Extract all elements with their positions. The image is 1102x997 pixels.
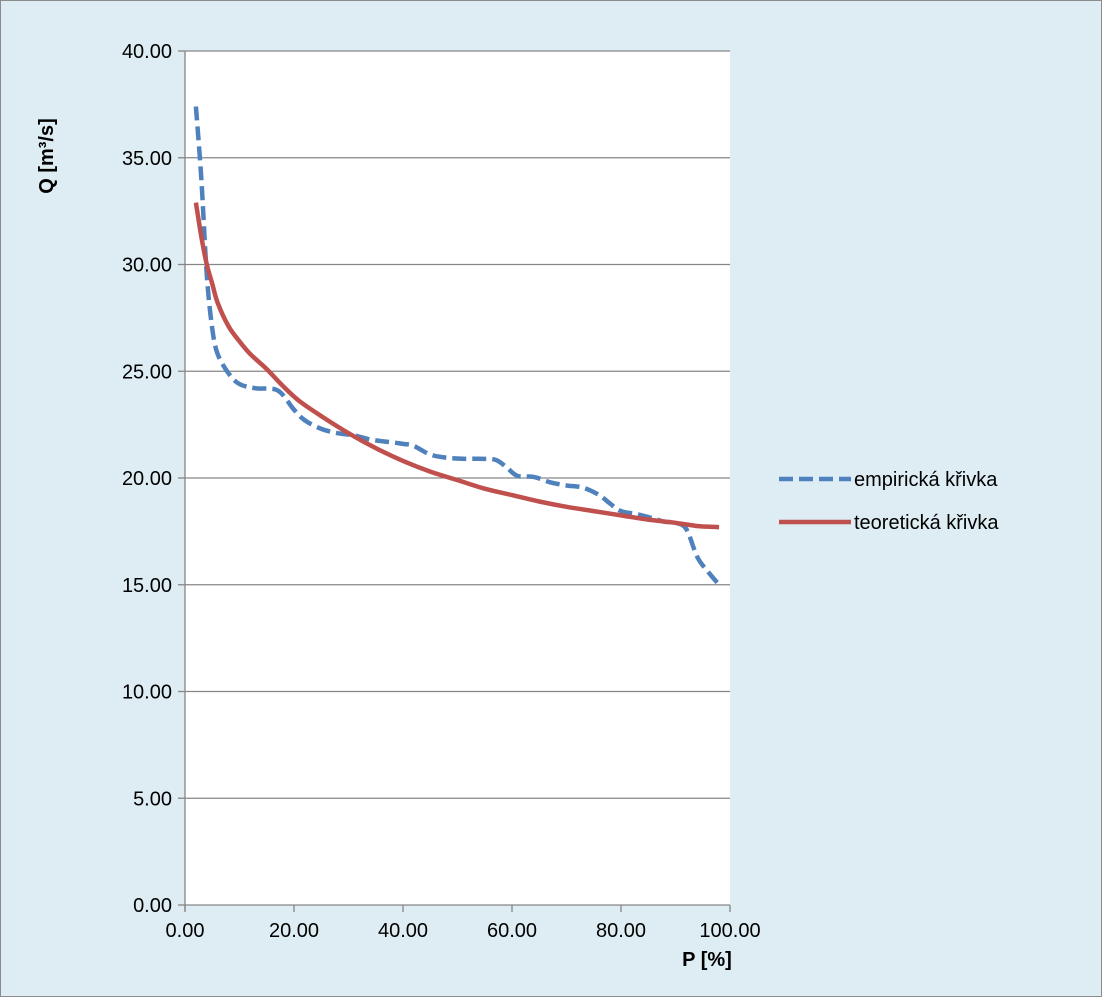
legend-label: empirická křivka [854,469,998,491]
x-tick-label: 100.00 [699,920,760,942]
y-axis-title: Q [m³/s] [36,118,58,194]
x-tick-label: 60.00 [487,920,537,942]
series-line-2 [193,202,720,530]
y-tick-label: 5.00 [133,788,172,810]
y-tick-label: 10.00 [122,682,172,704]
y-tick-label: 0.00 [133,895,172,917]
y-tick-label: 25.00 [122,361,172,383]
y-tick-label: 20.00 [122,468,172,490]
x-tick-label: 0.00 [166,920,205,942]
x-tick-label: 20.00 [269,920,319,942]
y-tick-label: 40.00 [122,41,172,63]
x-tick-label: 40.00 [378,920,428,942]
x-axis-title: P [%] [682,949,732,971]
legend-label: teoretická křivka [854,512,999,534]
y-tick-label: 30.00 [122,255,172,277]
y-tick-label: 15.00 [122,575,172,597]
series-line-1 [193,106,721,587]
y-tick-label: 35.00 [122,148,172,170]
x-tick-label: 80.00 [596,920,646,942]
